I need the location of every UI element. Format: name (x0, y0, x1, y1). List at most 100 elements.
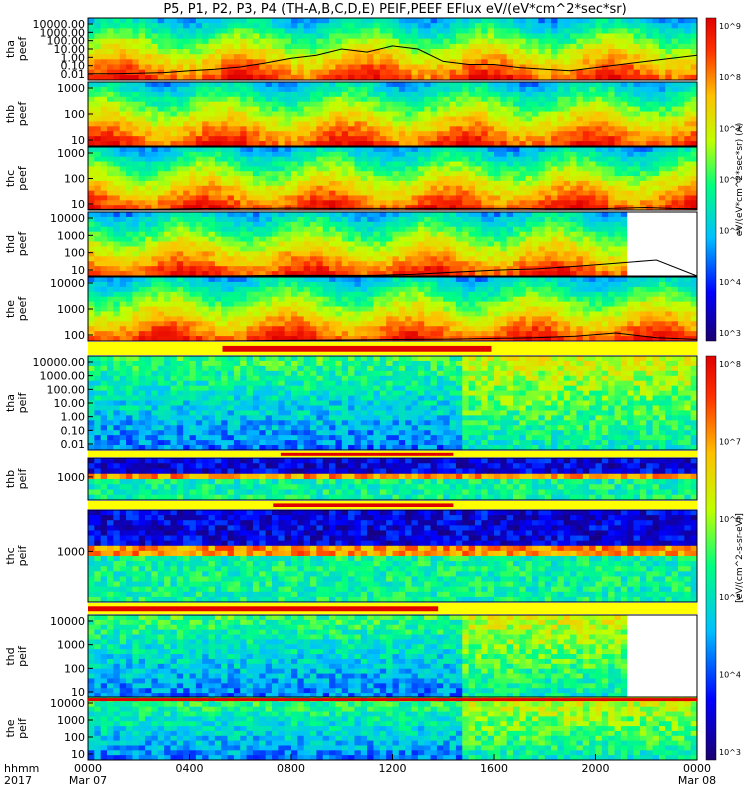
heatmap-cell (379, 28, 387, 34)
heatmap-cell (563, 49, 571, 55)
heatmap-cell (183, 23, 190, 29)
heatmap-cell (398, 212, 406, 218)
heatmap-cell (551, 195, 558, 201)
heatmap-cell (252, 271, 260, 277)
heatmap-cell (284, 190, 292, 196)
heatmap-cell (208, 54, 216, 60)
heatmap-cell (658, 126, 666, 132)
heatmap-cell (386, 131, 393, 137)
energy-cutoff-line (88, 206, 698, 210)
heatmap-cell (94, 54, 102, 60)
heatmap-cell (252, 266, 260, 272)
heatmap-cell (100, 23, 108, 29)
heatmap-cell (189, 96, 197, 103)
heatmap-cell (646, 236, 653, 242)
heatmap-cell (329, 111, 336, 117)
heatmap-cell (100, 311, 108, 317)
heatmap-cell (430, 18, 438, 24)
heatmap-cell (690, 49, 698, 55)
heatmap-cell (348, 126, 355, 132)
heatmap-cell (221, 33, 228, 40)
heatmap-cell (316, 256, 324, 262)
heatmap-cell (506, 266, 514, 272)
heatmap-cell (430, 116, 438, 122)
heatmap-cell (551, 216, 558, 223)
heatmap-cell (449, 156, 457, 162)
heatmap-cell (639, 131, 647, 137)
heatmap-cell (506, 226, 514, 233)
heatmap-cell (379, 251, 387, 257)
heatmap-cell (271, 131, 279, 137)
heatmap-cell (348, 236, 355, 242)
heatmap-cell (176, 241, 184, 247)
heatmap-cell (208, 86, 216, 93)
heatmap-cell (195, 190, 203, 196)
heatmap-cell (405, 43, 412, 50)
heatmap-cell (310, 86, 317, 93)
heatmap-cell (373, 166, 381, 172)
heatmap-cell (100, 271, 108, 277)
heatmap-cell (233, 59, 241, 65)
heatmap-cell (658, 49, 666, 55)
heatmap-cell (88, 131, 95, 137)
heatmap-cell (367, 54, 374, 60)
heatmap-cell (310, 151, 317, 158)
heatmap-cell (665, 141, 673, 147)
heatmap-cell (652, 121, 660, 127)
heatmap-cell (449, 116, 457, 122)
heatmap-cell (227, 59, 235, 65)
heatmap-cell (259, 205, 267, 211)
heatmap-cell (316, 231, 324, 238)
heatmap-cell (335, 33, 343, 40)
heatmap-cell (455, 23, 463, 29)
heatmap-cell (246, 161, 254, 167)
heatmap-cell (570, 256, 577, 262)
heatmap-cell (335, 131, 343, 137)
heatmap-cell (202, 156, 209, 162)
heatmap-cell (570, 23, 577, 29)
heatmap-cell (677, 96, 685, 103)
heatmap-cell (398, 101, 406, 108)
heatmap-cell (690, 91, 698, 98)
heatmap-cell (519, 126, 527, 132)
heatmap-cell (398, 96, 406, 103)
heatmap-cell (284, 59, 292, 65)
heatmap-cell (252, 43, 260, 50)
heatmap-cell (436, 195, 444, 201)
heatmap-cell (614, 49, 622, 55)
heatmap-cell (525, 38, 533, 45)
heatmap-cell (157, 180, 165, 187)
heatmap-cell (582, 190, 590, 196)
heatmap-cell (202, 176, 209, 182)
heatmap-cell (265, 69, 273, 76)
heatmap-cell (658, 185, 666, 192)
heatmap-cell (557, 131, 565, 137)
heatmap-cell (671, 271, 679, 277)
heatmap-cell (373, 141, 381, 147)
heatmap-cell (417, 74, 425, 81)
heatmap-cell (658, 200, 666, 206)
heatmap-cell (595, 33, 603, 40)
heatmap-cell (278, 200, 286, 206)
heatmap-cell (563, 221, 571, 228)
heatmap-cell (335, 151, 343, 158)
heatmap-cell (138, 64, 146, 71)
heatmap-cell (100, 141, 108, 147)
heatmap-cell (570, 151, 577, 158)
heatmap-cell (398, 69, 406, 76)
heatmap-cell (525, 241, 533, 247)
heatmap-cell (278, 241, 286, 247)
heatmap-cell (113, 126, 121, 132)
heatmap-cell (576, 147, 584, 153)
heatmap-cell (436, 101, 444, 108)
heatmap-cell (500, 180, 508, 187)
heatmap-cell (506, 131, 514, 137)
heatmap-cell (151, 111, 159, 117)
heatmap-cell (316, 43, 324, 50)
heatmap-cell (405, 28, 412, 34)
heatmap-cell (151, 106, 159, 112)
heatmap-cell (379, 261, 387, 267)
heatmap-cell (595, 43, 603, 50)
heatmap-cell (665, 106, 673, 112)
heatmap-cell (392, 74, 400, 81)
